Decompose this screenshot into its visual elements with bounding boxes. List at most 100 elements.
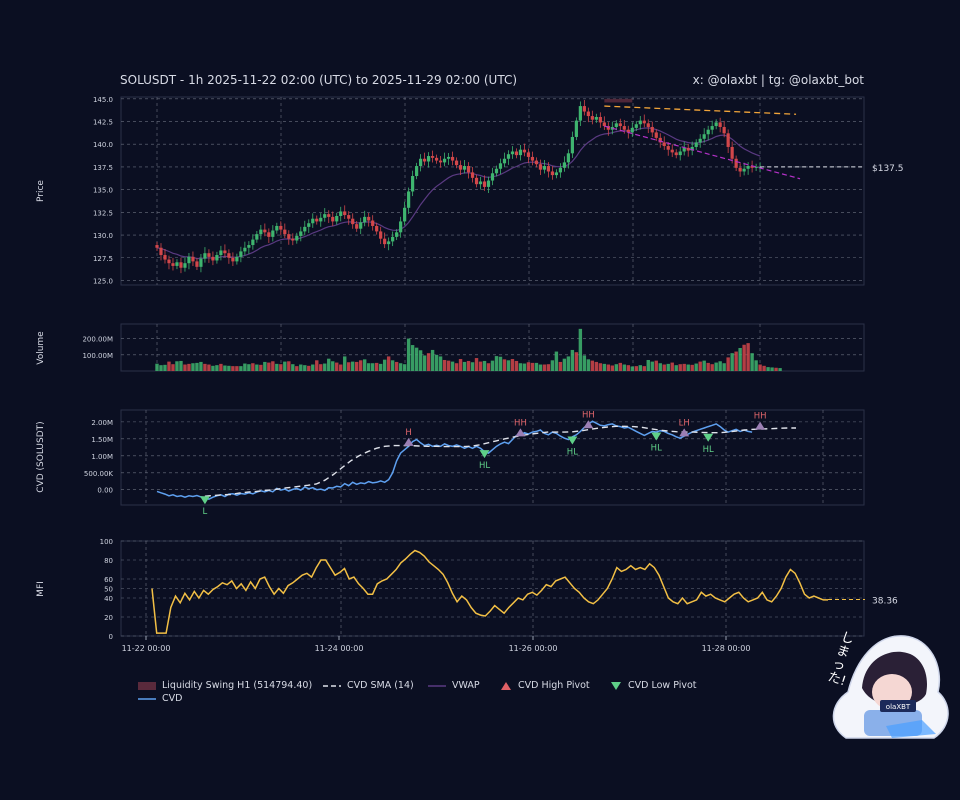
volume-bar [646,359,650,371]
candle-body [682,147,686,152]
volume-bar [315,360,319,371]
candle-body [347,215,351,219]
candle-body [247,245,251,248]
volume-bar [746,343,750,371]
candle-body [331,216,335,222]
candle-body [630,127,634,133]
volume-bar [303,365,307,371]
volume-bar [386,356,391,371]
volume-bar [211,365,215,371]
volume-bar [283,361,287,371]
volume-bar [394,361,399,371]
candle-body [371,220,375,226]
volume-bar [470,362,475,371]
candle-body [554,172,559,176]
volume-bar [742,344,746,371]
volume-bar [670,362,674,371]
cvd-low-pivot-label: HL [703,445,714,455]
volume-bar [275,363,279,371]
candle-body [738,167,742,172]
candle-body [299,231,303,236]
candle-body [263,229,267,233]
volume-bar [602,363,607,371]
price-tick-label: 125.0 [93,277,113,285]
volume-bar [510,359,515,371]
volume-bar [331,361,335,371]
candle-body [155,245,159,248]
candle-body [530,156,535,161]
volume-bar [358,360,363,371]
volume-bar [502,359,507,371]
volume-bar [482,360,487,371]
volume-bar [243,363,247,371]
candle-body [199,258,203,267]
candle-body [666,146,670,150]
volume-bar [582,355,587,371]
volume-bar [179,360,183,371]
volume-bar [606,364,611,371]
vwap-line [156,127,761,260]
candle-body [566,153,570,163]
volume-bar [682,363,686,371]
candle-body [446,156,451,159]
volume-bar [454,363,459,371]
volume-bar [191,363,195,371]
mfi-line [151,549,828,634]
volume-bar [263,361,267,371]
volume-bar [199,361,203,371]
chart-title: SOLUSDT - 1h 2025-11-22 02:00 (UTC) to 2… [120,73,518,87]
legend-item-low-pivot: CVD Low Pivot [610,680,697,691]
volume-bar [758,364,762,371]
volume-bar [207,364,211,371]
candle-body [175,262,179,266]
volume-bar [339,364,343,371]
mfi-tick-label: 80 [104,557,113,565]
volume-bar [550,360,555,371]
candle-body [407,191,411,208]
x-tick-label: 11-26 00:00 [509,644,558,653]
cvd-low-pivot-marker [651,432,662,441]
volume-bar [183,364,187,371]
volume-bar [319,364,323,371]
volume-bar [410,345,415,371]
candle-body [423,158,427,162]
volume-bar [554,351,559,371]
cvd-tick-label: 1.00M [91,453,113,461]
volume-bar [486,363,491,371]
volume-bar [291,364,295,371]
volume-bar [658,363,662,371]
candle-body [211,256,215,261]
candle-body [343,211,347,216]
candle-body [335,215,339,222]
volume-bar [267,362,271,371]
cvd-axis-label: CVD (SOLUSDT) [36,421,46,492]
cvd-low-pivot-marker [479,450,490,459]
volume-bar [662,364,666,371]
volume-bar [622,364,627,371]
volume-bar [251,363,255,371]
volume-bar [287,361,291,371]
candle-body [231,257,235,262]
legend-item-high-pivot: CVD High Pivot [500,680,590,691]
legend-item-cvd: CVD [138,693,182,704]
volume-bar [718,361,722,371]
candle-body [670,149,674,153]
candle-body [570,136,574,154]
volume-bar [750,353,754,371]
volume-bar [566,356,571,371]
candle-body [650,126,654,133]
candle-body [502,158,507,164]
volume-bar [754,360,758,371]
legend-item-cvd-sma: CVD SMA (14) [323,680,414,691]
triangle-up-icon [501,681,511,690]
volume-bar [414,347,419,371]
candle-body [415,166,419,177]
volume-bar [271,361,275,371]
candle-body [642,120,646,124]
candle-body [602,122,606,127]
candle-body [558,167,562,173]
candle-body [686,147,690,151]
candle-body [239,251,243,257]
cvd-high-pivot-marker [755,421,766,430]
